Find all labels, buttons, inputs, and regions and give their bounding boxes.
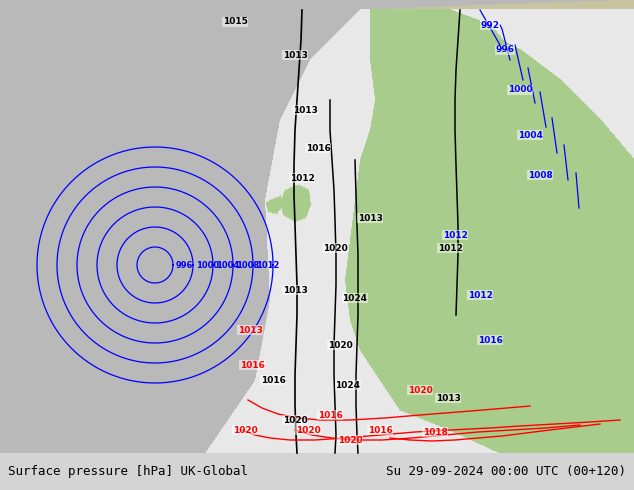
Text: 1020: 1020 (233, 425, 257, 435)
Text: 1020: 1020 (295, 425, 320, 435)
Text: 1012: 1012 (467, 291, 493, 299)
Text: 1016: 1016 (477, 336, 502, 344)
Text: Su 29-09-2024 00:00 UTC (00+120): Su 29-09-2024 00:00 UTC (00+120) (386, 465, 626, 478)
Text: 1020: 1020 (323, 244, 347, 252)
Text: 996: 996 (176, 261, 193, 270)
Text: 1012: 1012 (443, 230, 467, 240)
Text: Surface pressure [hPa] UK-Global: Surface pressure [hPa] UK-Global (8, 465, 248, 478)
Text: 1013: 1013 (358, 214, 382, 222)
Text: 1013: 1013 (292, 105, 318, 115)
Text: 1020: 1020 (328, 341, 353, 349)
Text: 1004: 1004 (517, 130, 543, 140)
Text: 1015: 1015 (223, 18, 247, 26)
Text: 996: 996 (496, 46, 515, 54)
Text: 1013: 1013 (436, 393, 460, 402)
Text: 1018: 1018 (423, 427, 448, 437)
Text: 992: 992 (481, 21, 500, 29)
Text: 1016: 1016 (306, 144, 330, 152)
Text: 1013: 1013 (283, 50, 307, 59)
Text: 1016: 1016 (368, 425, 392, 435)
Text: 1024: 1024 (335, 381, 361, 390)
Text: 1004: 1004 (216, 261, 239, 270)
Text: 1020: 1020 (283, 416, 307, 424)
Text: 1012: 1012 (437, 244, 462, 252)
Text: 1013: 1013 (238, 325, 262, 335)
Text: 1016: 1016 (318, 411, 342, 419)
Text: 1016: 1016 (261, 375, 285, 385)
Text: 1000: 1000 (196, 261, 219, 270)
Text: 1016: 1016 (240, 361, 264, 369)
Text: 1012: 1012 (256, 261, 280, 270)
Text: 1008: 1008 (527, 171, 552, 179)
Text: 1000: 1000 (508, 85, 533, 95)
Text: 1012: 1012 (290, 173, 314, 182)
Text: 1020: 1020 (408, 386, 432, 394)
Text: 1024: 1024 (342, 294, 368, 302)
Text: 1013: 1013 (283, 286, 307, 294)
Text: 1020: 1020 (338, 436, 363, 444)
Text: 1008: 1008 (236, 261, 259, 270)
